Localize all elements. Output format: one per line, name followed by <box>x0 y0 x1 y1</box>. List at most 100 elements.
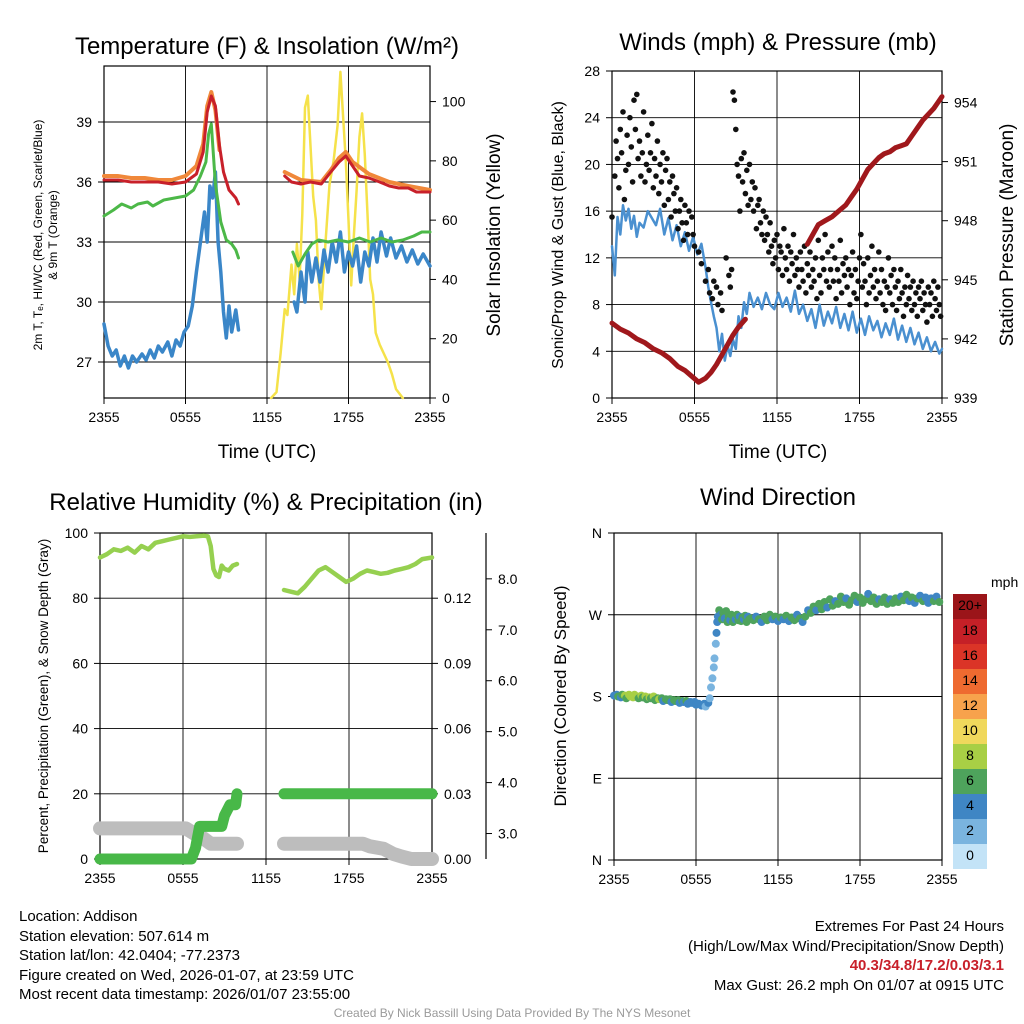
humidity-precip-tick-label: 0.12 <box>444 590 471 606</box>
temperature-ylabel-left-2: & 9m T (Orange) <box>46 190 60 280</box>
direction-legend-label: 4 <box>966 797 974 813</box>
winds-gust-point <box>933 307 940 314</box>
winds-gust-point <box>920 307 926 314</box>
humidity-snow-tick-label: 3.0 <box>498 826 518 842</box>
humidity-precip-tick-label: 0.03 <box>444 786 471 802</box>
winds-gust-point <box>713 284 720 290</box>
winds-gust-point <box>808 284 815 290</box>
winds-ytick-label-left: 20 <box>584 156 600 172</box>
winds-gust-point <box>632 126 639 133</box>
winds-ytick-label-right: 939 <box>954 390 978 406</box>
temperature-xtick-label: 0555 <box>170 409 201 425</box>
data-layer <box>93 70 945 866</box>
winds-gust-point <box>855 278 861 285</box>
winds-gust-point <box>684 231 691 238</box>
winds-gust-point <box>728 266 735 273</box>
winds-gust-point <box>926 301 933 308</box>
winds-ytick-label-left: 16 <box>584 203 600 219</box>
winds-ytick-label-right: 942 <box>954 331 978 347</box>
winds-gust-point <box>781 225 787 232</box>
winds-ytick-label-right: 945 <box>954 272 978 288</box>
winds-gust-point <box>739 179 746 185</box>
winds-gust-point <box>837 237 844 244</box>
winds-gust-point <box>931 278 937 285</box>
direction-point <box>708 674 717 683</box>
winds-gust-point <box>715 301 721 308</box>
winds-gust-point <box>918 278 925 285</box>
extremes-info: Extremes For Past 24 Hours (High/Low/Max… <box>688 917 1004 995</box>
winds-gust-point <box>911 301 918 308</box>
winds-gust-point <box>635 155 641 162</box>
winds-gust-point <box>733 126 739 133</box>
winds-series-sonic-wind <box>610 204 944 362</box>
winds-gust-point <box>730 89 736 95</box>
winds-gust-point <box>904 272 911 279</box>
humidity-ytick-label-left: 20 <box>72 786 88 802</box>
winds-gust-point <box>790 231 797 238</box>
temperature-ytick-label-right: 20 <box>442 331 458 347</box>
winds-gust-point <box>775 266 782 273</box>
winds-gust-point <box>683 220 690 226</box>
winds-gust-point <box>642 179 648 185</box>
direction-legend-swatch <box>953 694 987 719</box>
humidity-chart-title: Relative Humidity (%) & Precipitation (i… <box>49 489 482 516</box>
winds-gust-point <box>750 208 757 214</box>
winds-gust-point <box>877 290 883 296</box>
winds-gust-point <box>766 249 772 255</box>
winds-gust-point <box>866 290 872 296</box>
winds-xtick-label: 2355 <box>596 409 627 425</box>
winds-gust-point <box>929 313 936 320</box>
winds-gust-point <box>794 266 801 273</box>
winds-gust-point <box>811 278 817 285</box>
winds-gust-point <box>731 97 738 103</box>
winds-gust-point <box>657 161 663 168</box>
winds-gust-point <box>665 196 672 203</box>
winds-gust-point <box>634 91 640 98</box>
winds-gust-point <box>917 295 923 302</box>
winds-gust-point <box>913 290 919 296</box>
direction-legend-label: 2 <box>966 822 974 838</box>
direction-legend-label: 12 <box>962 697 978 713</box>
temperature-series-wind-chill <box>102 170 432 370</box>
temperature-ytick-label-right: 80 <box>442 153 458 169</box>
winds-gust-point <box>744 167 750 174</box>
winds-gust-point <box>645 132 651 138</box>
winds-gust-point <box>862 278 868 285</box>
winds-gust-point <box>836 278 842 285</box>
winds-gust-point <box>777 243 783 249</box>
winds-gust-point <box>816 272 823 279</box>
winds-gust-point <box>609 214 615 220</box>
winds-gust-point <box>899 290 905 296</box>
winds-gust-point <box>723 255 729 261</box>
winds-gust-point <box>640 109 647 115</box>
humidity-ylabel-left: Percent, Precipitation (Green), & Snow D… <box>36 539 51 853</box>
winds-gust-point <box>686 208 692 214</box>
direction-ylabel-left: Direction (Colored By Speed) <box>551 585 570 806</box>
winds-gust-point <box>726 272 732 279</box>
winds-gust-point <box>734 161 740 168</box>
winds-gust-point <box>921 290 927 296</box>
direction-xtick-label: 0555 <box>680 871 711 887</box>
winds-gust-point <box>895 278 901 285</box>
winds-gust-point <box>679 220 685 226</box>
winds-chart-title: Winds (mph) & Pressure (mb) <box>619 29 936 56</box>
humidity-xtick-label: 2355 <box>416 870 447 886</box>
winds-gust-point <box>705 266 712 273</box>
winds-ytick-label-right: 948 <box>954 213 978 229</box>
winds-gust-point <box>924 319 930 325</box>
winds-gust-point <box>848 272 855 279</box>
winds-xtick-label: 1755 <box>844 409 875 425</box>
winds-ytick-label-right: 954 <box>954 95 978 111</box>
winds-gust-point <box>621 196 628 203</box>
direction-legend-swatch <box>953 719 987 744</box>
humidity-series-precipitation <box>94 788 438 865</box>
winds-gust-point <box>922 301 929 308</box>
direction-point <box>705 694 714 703</box>
winds-gust-point <box>771 237 778 244</box>
winds-ytick-label-left: 24 <box>584 110 600 126</box>
winds-gust-point <box>767 220 773 226</box>
winds-gust-point <box>843 255 849 261</box>
winds-gust-point <box>797 249 804 255</box>
winds-gust-point <box>792 272 798 279</box>
direction-point <box>712 628 721 637</box>
